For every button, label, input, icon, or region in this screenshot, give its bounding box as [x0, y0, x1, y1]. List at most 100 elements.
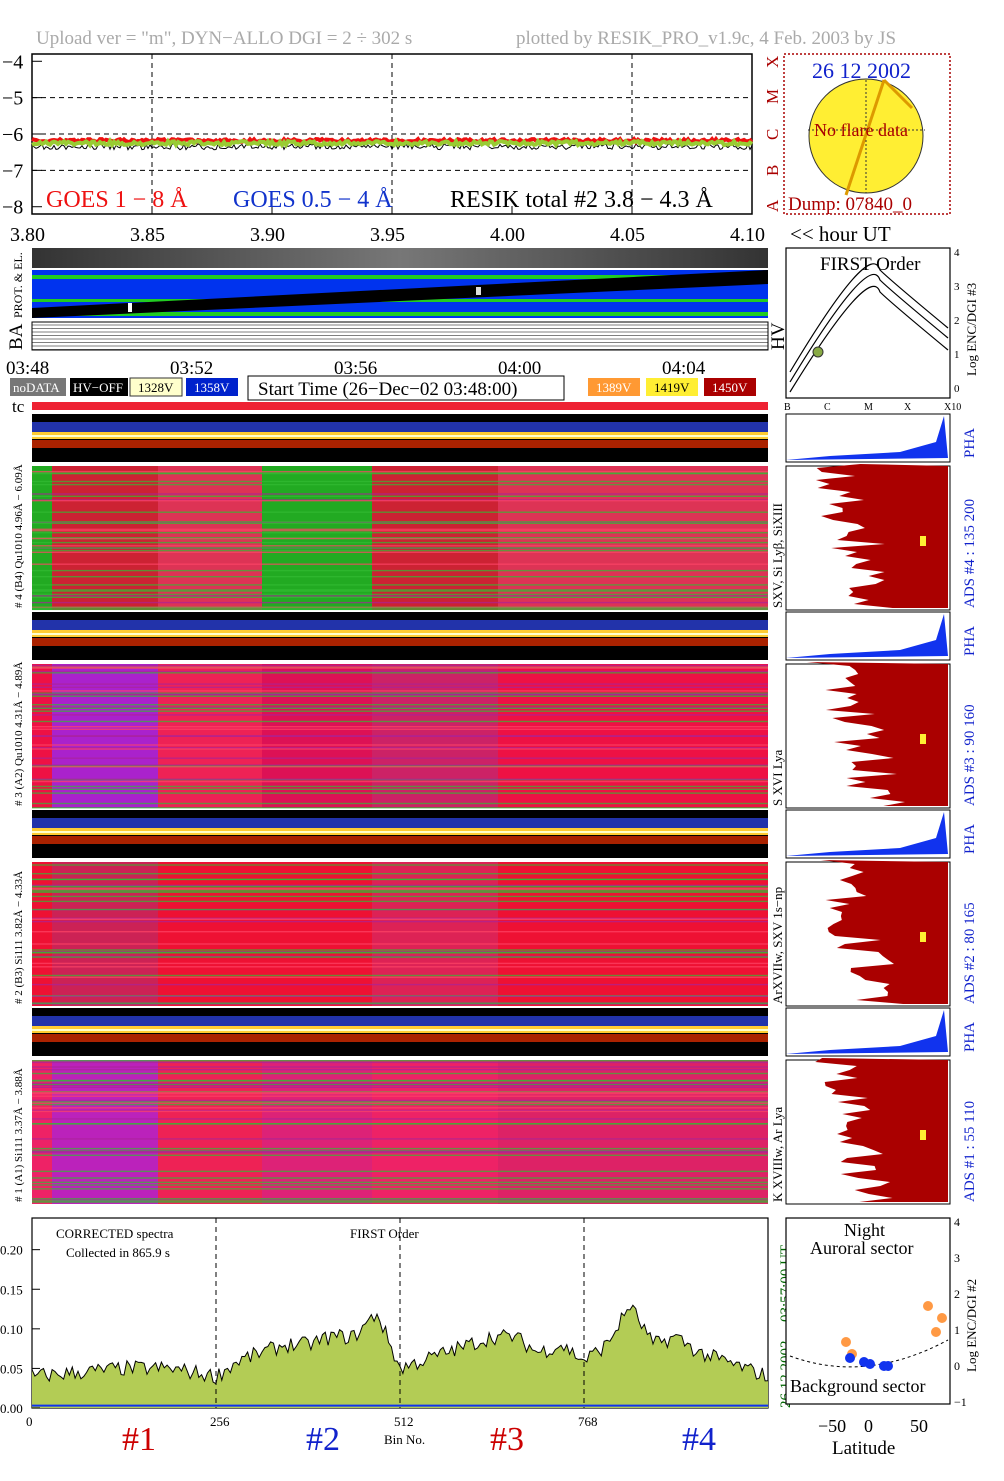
spectrogram-line — [32, 888, 768, 889]
spectrogram-line — [32, 977, 768, 978]
goes-y-tick-label: −8 — [2, 197, 23, 219]
spectrogram-line — [32, 696, 768, 697]
spectrogram-line — [32, 538, 768, 539]
spectrogram-line — [32, 1104, 768, 1105]
latitude-y-tick: 1 — [954, 1323, 960, 1337]
spectrogram-line — [32, 919, 768, 920]
goes-y-tick-label: −7 — [2, 160, 23, 182]
spectrogram-line — [32, 590, 768, 591]
pha-band — [32, 422, 768, 432]
sun-note: No flare data — [814, 120, 908, 140]
voltage-legend: noDATA HV−OFF 1328V 1358V Start Time (26… — [10, 376, 768, 416]
channel-label-1: #1 — [122, 1421, 156, 1458]
spectrogram-line — [32, 748, 768, 749]
header-plotted: plotted by RESIK_PRO_v1.9c, 4 Feb. 2003 … — [516, 28, 896, 49]
spectrogram-line — [32, 786, 768, 787]
spectrogram-line — [32, 683, 768, 684]
channel-side-label: # 3 (A2) Qu1010 4.31Å − 4.89Å — [13, 662, 25, 806]
latitude-point — [865, 1359, 875, 1369]
channel-lines-label: SXV, Si Lyβ, SiXIII — [770, 503, 785, 608]
pha-label: PHA — [962, 1022, 978, 1052]
first-order-ylabel: Log ENC/DGI #3 — [964, 283, 979, 376]
first-order-x-tick: C — [824, 402, 831, 413]
spectrogram-line — [32, 547, 768, 548]
pha-band — [32, 836, 768, 844]
spectrogram-line — [32, 1073, 768, 1074]
spectrogram-line — [32, 807, 768, 808]
spectrogram-line — [32, 803, 768, 804]
spectrogram-line — [32, 671, 768, 672]
spectrogram-line — [32, 744, 768, 745]
spectrogram-line — [32, 1093, 768, 1094]
spectrogram-line — [32, 665, 768, 666]
goes-class-label: B — [763, 165, 782, 176]
pha-band — [32, 1016, 768, 1026]
spectrogram-line — [32, 879, 768, 880]
ads-label: ADS #1 : 55 110 — [962, 1101, 978, 1202]
latitude-xlabel: Latitude — [832, 1438, 895, 1459]
goes-class-label: M — [763, 89, 782, 104]
ads-marker — [920, 932, 926, 942]
spectrogram-line — [32, 909, 768, 910]
spectrogram-line — [32, 1177, 768, 1178]
spectrogram-line — [32, 1171, 768, 1172]
pha-label: PHA — [962, 626, 978, 656]
legend-1450v: 1450V — [712, 380, 748, 395]
channel-side-label: # 2 (B3) Si111 3.82Å − 4.33Å — [13, 871, 25, 1004]
hk-time-label: 04:04 — [662, 358, 706, 379]
spectrogram-line — [32, 595, 768, 596]
spectrogram-line — [32, 1111, 768, 1112]
spectrogram-line — [32, 891, 768, 892]
spectrogram-line — [32, 1083, 768, 1084]
ads-marker — [920, 734, 926, 744]
spectrogram-line — [32, 550, 768, 551]
latitude-point — [845, 1353, 855, 1363]
spectrogram-line — [32, 597, 768, 598]
pha-band — [32, 440, 768, 448]
pha-band — [32, 831, 768, 833]
latitude-y-tick: 2 — [954, 1287, 960, 1301]
latitude-point — [937, 1313, 947, 1323]
first-order-y-tick: 4 — [954, 247, 960, 259]
header-upload: Upload ver = "m", DYN−ALLO DGI = 2 ÷ 302… — [36, 28, 412, 49]
spectrogram-line — [32, 1123, 768, 1124]
spectrogram-line — [32, 1138, 768, 1139]
spectrogram-line — [32, 1151, 768, 1152]
spectrum-title: CORRECTED spectra — [56, 1226, 174, 1241]
spectrogram-line — [32, 966, 768, 967]
spectrogram-line — [32, 1184, 768, 1185]
spectrogram-line — [32, 735, 768, 736]
spectrogram-line — [32, 708, 768, 709]
spectrogram-line — [32, 943, 768, 944]
goes-y-tick-label: −6 — [2, 124, 23, 146]
spectrogram-line — [32, 694, 768, 695]
spectrogram-line — [32, 564, 768, 565]
spectrogram-line — [32, 1101, 768, 1102]
spectrum-y-tick-label: 0.20 — [0, 1243, 23, 1258]
latitude-title2: Auroral sector — [810, 1238, 913, 1258]
goes-class-label: C — [763, 129, 782, 140]
spectrogram-line — [32, 609, 768, 610]
spectrogram-line — [32, 1152, 768, 1153]
spectrogram-line — [32, 687, 768, 688]
latitude-y-tick: 0 — [954, 1359, 960, 1373]
latitude-x-tick: 50 — [910, 1416, 928, 1436]
pha-label: PHA — [962, 428, 978, 458]
first-order-y-tick: 1 — [954, 349, 960, 361]
spectrogram-line — [32, 931, 768, 932]
spectrogram-line — [32, 570, 768, 571]
spectrogram-line — [32, 729, 768, 730]
spectrogram-line — [32, 747, 768, 748]
ads-label: ADS #4 : 135 200 — [962, 499, 978, 608]
spectrogram-line — [32, 963, 768, 964]
pha-band — [32, 638, 768, 646]
latitude-panel: Night Auroral sector Background sector −… — [786, 1215, 979, 1459]
pha-band — [32, 633, 768, 635]
legend-goes-short: GOES 0.5 − 4 Å — [233, 187, 393, 213]
spectrogram-line — [32, 668, 768, 669]
spectrogram-line — [32, 552, 768, 553]
spectrogram-line — [32, 921, 768, 922]
